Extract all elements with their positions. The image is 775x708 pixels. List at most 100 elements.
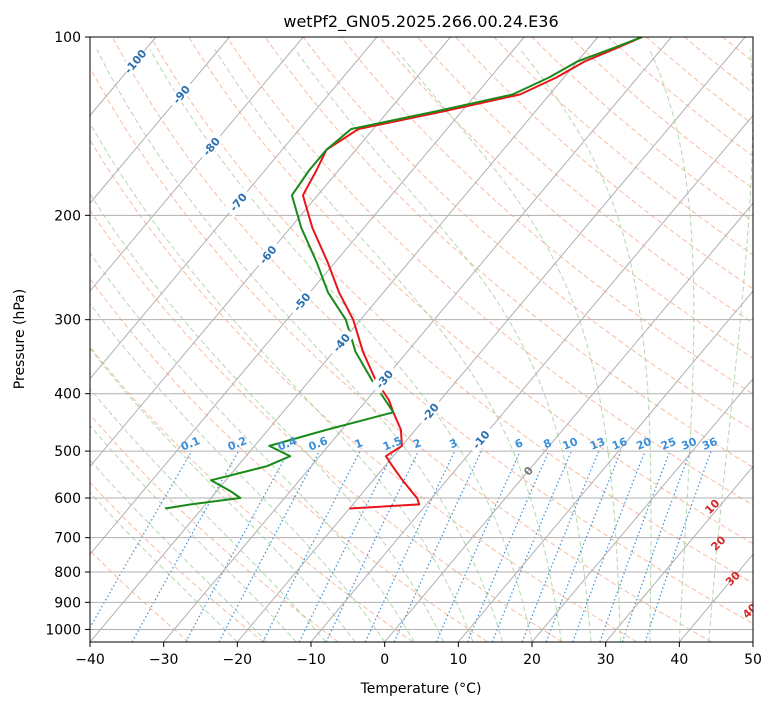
moist-adiabat-2 <box>90 424 297 642</box>
dry-adiabat-25 <box>761 37 775 642</box>
y-tick-label-600: 600 <box>54 491 81 507</box>
mixing-ratio-label-15: 25 <box>659 435 678 453</box>
mixing-ratio-label-14: 20 <box>634 435 653 453</box>
moist-adiabat-16 <box>708 49 753 642</box>
profile-series <box>165 37 643 510</box>
x-tick-label-40: 40 <box>670 652 688 668</box>
x-tick-label-10: 10 <box>449 652 467 668</box>
isotherm--20 <box>236 37 746 642</box>
dry-adiabat-7 <box>90 66 712 642</box>
x-tick-label--20: −20 <box>223 652 253 668</box>
plot-frame <box>89 36 754 643</box>
isotherm-label-bg-6 <box>326 327 355 358</box>
x-tick-label--40: −40 <box>75 652 105 668</box>
moist-adiabat-10 <box>149 49 533 642</box>
mixing-ratio-line-10 <box>466 450 550 642</box>
moist-adiabat-14 <box>520 49 652 642</box>
dry-adiabat-18 <box>493 37 753 256</box>
mixing-ratio-line-8 <box>393 450 482 642</box>
moist-adiabat-8 <box>90 122 474 642</box>
dry-adiabat-13 <box>302 37 753 431</box>
dewpoint-profile-line <box>165 37 643 510</box>
moist-adiabat-15 <box>649 49 695 642</box>
temperature-profile-line <box>301 37 643 510</box>
moist-adiabat-11 <box>214 49 562 642</box>
moist-adiabat-3 <box>90 387 327 642</box>
y-tick-label-900: 900 <box>54 595 81 611</box>
isotherm-gridlines <box>0 37 753 642</box>
mixing-ratio-label-10: 8 <box>541 436 553 451</box>
dry-adiabat-16 <box>417 37 753 324</box>
mixing-ratio-line-0 <box>90 450 193 629</box>
mixing-ratio-line-11 <box>491 450 573 642</box>
moist-adiabat-1 <box>90 459 268 642</box>
x-tick-label-30: 30 <box>597 652 615 668</box>
isotherm--70 <box>90 37 378 380</box>
chart-title: wetPf2_GN05.2025.266.00.24.E36 <box>283 12 558 32</box>
mixing-ratio-label-17: 36 <box>700 435 719 453</box>
mixing-ratio-line-16 <box>621 450 691 642</box>
isotherm-0 <box>384 202 753 642</box>
dry-adiabat-5 <box>90 209 563 642</box>
moist-adiabat-4 <box>90 347 356 642</box>
mixing-ratio-label-11: 10 <box>561 435 580 453</box>
y-tick-label-500: 500 <box>54 444 81 460</box>
plot-area: 0.10.20.40.611.52346810131620253036-100-… <box>0 37 775 642</box>
mixing-ratio-label-12: 13 <box>588 435 607 453</box>
isotherm--90 <box>90 37 230 204</box>
isotherm-10 <box>457 290 753 642</box>
x-tick-label-0: 0 <box>380 652 389 668</box>
moist-adiabat-6 <box>90 251 415 642</box>
mixing-ratio-line-2 <box>185 450 290 642</box>
mixing-ratio-line-1 <box>131 450 240 642</box>
x-axis-title: Temperature (°C) <box>360 681 482 697</box>
y-tick-label-400: 400 <box>54 387 81 403</box>
moist-adiabat-13 <box>395 49 621 642</box>
isotherm--50 <box>90 37 525 556</box>
moist-adiabat-7 <box>90 192 445 642</box>
isotherm--10 <box>310 114 753 642</box>
mixing-ratio-line-15 <box>599 450 671 642</box>
mixing-ratio-label-13: 16 <box>610 435 629 453</box>
isotherm-label-bg-9 <box>466 424 495 455</box>
mixing-ratio-line-5 <box>298 450 395 642</box>
moist-adiabats <box>90 49 753 642</box>
isotherm--30 <box>163 37 672 642</box>
moist-adiabat-5 <box>90 302 386 642</box>
isotherm-label-bg-5 <box>287 286 316 317</box>
isotherm-label-bg-0 <box>120 46 149 77</box>
y-tick-label-1000: 1000 <box>45 622 81 638</box>
isotherm-30 <box>605 465 753 642</box>
mixing-ratio-label-4: 1 <box>353 436 365 451</box>
pressure-gridlines <box>90 37 753 630</box>
y-axis-title: Pressure (hPa) <box>12 289 28 389</box>
dry-adiabat-11 <box>226 37 753 506</box>
moist-adiabat-9 <box>96 49 503 642</box>
dry-adiabat-6 <box>90 138 638 642</box>
isotherm-label-bg-8 <box>415 397 444 427</box>
isotherm-label-bg-3 <box>223 186 252 217</box>
isotherm-20 <box>531 377 753 642</box>
isotherm--60 <box>90 37 451 468</box>
mixing-ratio-label-7: 3 <box>447 436 459 451</box>
y-tick-label-300: 300 <box>54 313 81 329</box>
moist-adiabat-0 <box>90 491 238 642</box>
x-tick-label-50: 50 <box>744 652 762 668</box>
x-tick-label--10: −10 <box>296 652 326 668</box>
axes: −40 −30 −20 −10 0 10 20 30 40 50 100 200 300 400 500 60… <box>45 30 762 668</box>
isotherm-label-bg-4 <box>253 239 282 270</box>
isotherm-label-bg-1 <box>166 79 195 109</box>
mixing-ratio-label-16: 30 <box>680 435 699 453</box>
mixing-ratio-line-17 <box>644 450 712 642</box>
mixing-ratio-line-6 <box>325 450 420 642</box>
dry-adiabat-14 <box>340 37 753 395</box>
dry-adiabat-10 <box>188 37 753 545</box>
x-tick-label--30: −30 <box>149 652 179 668</box>
y-tick-label-800: 800 <box>54 565 81 581</box>
isotherm--120 <box>0 37 9 642</box>
dry-adiabat-1 <box>90 481 264 642</box>
dry-adiabat-4 <box>90 278 488 642</box>
mixing-ratio-label-6: 2 <box>411 436 423 451</box>
dry-adiabat-20 <box>569 37 753 190</box>
